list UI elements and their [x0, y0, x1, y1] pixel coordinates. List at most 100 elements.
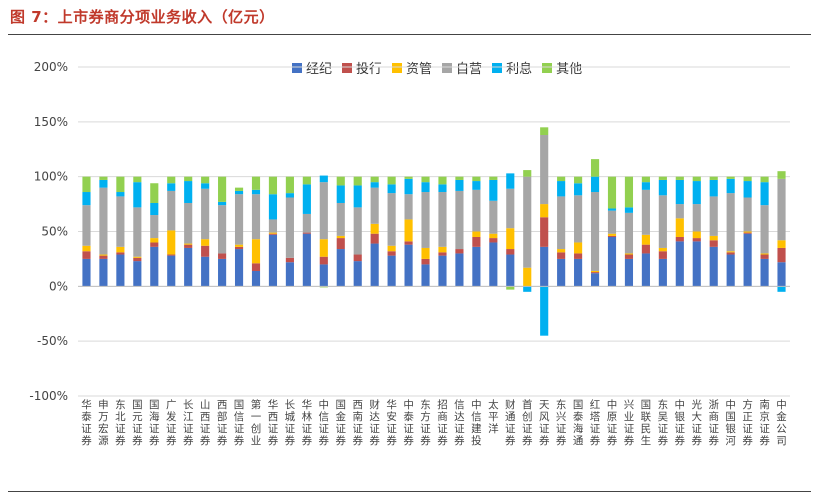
bar-segment: [590, 192, 600, 271]
bar-segment: [404, 219, 413, 242]
x-tick-label: 第一创业: [251, 398, 262, 447]
bar-segment: [523, 170, 532, 177]
bar-segment: [540, 127, 549, 135]
bar-segment: [624, 258, 634, 287]
bar-segment: [387, 255, 396, 287]
x-tick-label: 申万宏源: [98, 398, 109, 447]
bar-segment: [99, 176, 108, 180]
bar-segment: [574, 176, 583, 184]
bar-segment: [99, 254, 108, 256]
bar-segment: [319, 175, 328, 183]
bar-segment: [523, 176, 532, 268]
bar-segment: [319, 239, 328, 257]
bar-segment: [624, 207, 634, 213]
bar-segment: [777, 178, 786, 241]
bar-segment: [760, 258, 769, 287]
bar-segment: [624, 212, 634, 254]
x-tick-label: 中银证券: [675, 398, 686, 447]
bar-segment: [116, 176, 125, 193]
bar-segment: [557, 258, 566, 287]
bar-segment: [455, 176, 464, 180]
bar-segment: [675, 204, 684, 219]
bar-segment: [472, 176, 481, 182]
bar-segment: [184, 247, 193, 287]
bar-segment: [319, 286, 328, 288]
bar-segment: [234, 187, 244, 191]
x-tick-label: 光大证券: [692, 398, 703, 447]
bar-segment: [99, 179, 108, 188]
bar-segment: [336, 185, 345, 203]
bar-segment: [777, 240, 786, 248]
bar-segment: [116, 254, 125, 287]
bar-segment: [641, 253, 650, 287]
bar-segment: [472, 189, 481, 232]
bar-segment: [624, 176, 634, 208]
bar-segment: [268, 219, 278, 233]
x-tick-label: 南京证券: [759, 398, 770, 447]
x-tick-label: 首创证券: [522, 398, 533, 447]
bar-segment: [455, 190, 464, 250]
bar-segment: [726, 254, 735, 287]
x-tick-label: 华林证券: [302, 398, 313, 447]
bar-segment: [370, 233, 379, 244]
bar-segment: [726, 251, 735, 253]
bar-segment: [455, 253, 464, 287]
x-tick-label: 东兴证券: [556, 398, 567, 447]
bar-segment: [760, 254, 769, 259]
bar-segment: [421, 264, 430, 287]
bar-segment: [590, 270, 600, 273]
bar-segment: [438, 252, 447, 256]
bar-segment: [387, 176, 396, 185]
bar-segment: [234, 190, 244, 195]
bar-segment: [658, 195, 667, 248]
y-tick-label: 50%: [41, 225, 68, 239]
bar-segment: [726, 252, 735, 255]
bar-segment: [353, 261, 362, 287]
bar-segment: [743, 197, 752, 232]
bar-segment: [658, 179, 667, 196]
legend-label: 投行: [356, 62, 383, 77]
bar-segment: [268, 194, 278, 220]
x-tick-label: 长江证券: [183, 399, 194, 447]
bar-segment: [692, 231, 701, 239]
bar-segment: [743, 176, 752, 182]
bar-segment: [506, 173, 515, 189]
bar-segment: [658, 251, 667, 259]
bar-segment: [167, 183, 176, 191]
x-tick-label: 浙商证券: [708, 399, 719, 447]
bar-segment: [607, 236, 617, 287]
bar-segment: [302, 213, 311, 233]
bar-segment: [133, 207, 142, 257]
top-rule: [8, 34, 811, 35]
bar-segment: [624, 254, 634, 259]
bar-segment: [336, 202, 345, 236]
bar-segment: [726, 176, 735, 179]
bar-segment: [218, 253, 227, 259]
bar-segment: [218, 176, 227, 202]
x-tick-label: 华西证券: [268, 398, 279, 447]
bar-segment: [184, 243, 193, 245]
bar-segment: [82, 176, 91, 193]
bar-segment: [387, 193, 396, 246]
bar-segment: [82, 205, 91, 246]
bar-segment: [540, 204, 549, 218]
bar-segment: [150, 215, 159, 239]
bar-segment: [624, 253, 634, 255]
bar-segment: [709, 235, 718, 241]
bar-segment: [336, 176, 345, 186]
bar-segment: [574, 258, 583, 287]
x-tick-label: 中原证券: [607, 398, 618, 447]
bar-segment: [319, 256, 328, 265]
bar-segment: [557, 249, 566, 253]
bar-segment: [268, 233, 278, 235]
bar-segment: [590, 176, 600, 193]
bar-segment: [387, 184, 396, 194]
bar-segment: [641, 234, 650, 245]
bar-segment: [472, 231, 481, 237]
bar-segment: [557, 196, 566, 250]
bar-segment: [167, 254, 176, 256]
bar-segment: [251, 263, 261, 271]
bar-segment: [692, 176, 701, 182]
x-tick-label: 红塔证券: [590, 398, 601, 447]
bar-segment: [489, 242, 498, 287]
